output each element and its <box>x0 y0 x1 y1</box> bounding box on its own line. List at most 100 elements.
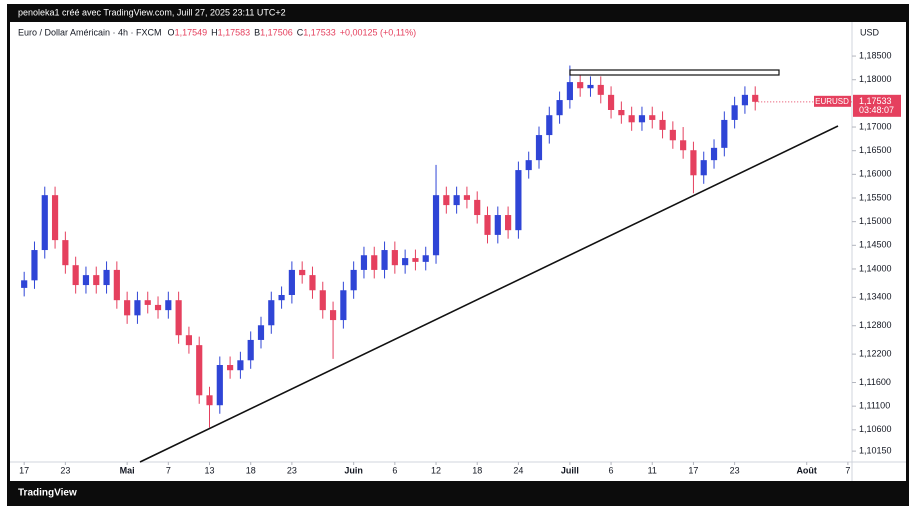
candle-body <box>597 84 604 95</box>
countdown-tag: 03:48:07 <box>859 105 894 115</box>
symbol-tag-box <box>814 95 851 107</box>
legend-value: 1,17533 <box>303 27 336 37</box>
symbol-title: Euro / Dollar Américain · 4h · FXCM <box>18 27 162 37</box>
candle-body <box>710 147 718 161</box>
candle-body <box>587 84 594 89</box>
candle-body <box>371 255 378 270</box>
price-tag: 1,17533 <box>859 96 892 106</box>
legend-change: +0,00125 (+0,11%) <box>340 27 416 37</box>
y-tick-label: 1,14500 <box>859 240 892 250</box>
candle-body <box>51 195 59 241</box>
candle-body <box>402 258 409 266</box>
y-tick-label: 1,16000 <box>859 169 892 179</box>
candle-body <box>463 195 471 200</box>
candle-body <box>577 82 584 89</box>
candle-body <box>278 294 285 301</box>
x-tick-label: 7 <box>845 465 850 475</box>
x-tick-label: 13 <box>205 465 215 475</box>
candle-body <box>227 365 234 371</box>
axis-currency: USD <box>860 27 880 37</box>
candle-body <box>484 215 491 235</box>
candle-body <box>340 290 347 321</box>
candle-body <box>103 269 110 286</box>
candle-body <box>474 199 481 216</box>
candle-body <box>124 300 131 316</box>
y-tick-label: 1,11100 <box>859 401 890 411</box>
candle-body <box>360 255 368 270</box>
brand: TradingView <box>18 488 77 499</box>
candle-body <box>21 280 28 288</box>
x-tick-label: 17 <box>688 465 698 475</box>
x-tick-label: 17 <box>19 465 29 475</box>
y-tick-label: 1,18000 <box>859 74 892 84</box>
candle-body <box>93 275 100 286</box>
candle-body <box>443 195 450 206</box>
candle-body <box>659 119 666 130</box>
candle-body <box>525 160 532 171</box>
legend: Euro / Dollar Américain · 4h · FXCM O 1,1… <box>18 27 416 37</box>
candle-body <box>257 325 265 340</box>
candle-body <box>196 345 203 396</box>
x-tick-label: 11 <box>648 465 657 475</box>
candle-body <box>680 140 687 151</box>
candle-body <box>721 119 728 148</box>
y-tick-label: 1,11600 <box>859 377 891 387</box>
candle-body <box>31 250 38 281</box>
y-tick-label: 1,15500 <box>859 192 892 202</box>
candle-body <box>288 269 295 295</box>
candle-body <box>41 195 48 251</box>
y-tick-label: 1,12200 <box>859 349 892 359</box>
candle-body <box>628 115 635 123</box>
candle-body <box>237 360 244 371</box>
legend-value: 1,17583 <box>218 27 251 37</box>
candle-body <box>432 195 440 256</box>
chart-panel <box>10 22 906 481</box>
candle-body <box>309 275 316 291</box>
candle-body <box>144 300 151 305</box>
candle-body <box>412 258 419 262</box>
candle-body <box>453 195 460 206</box>
candle-body <box>752 94 759 102</box>
candle-body <box>690 150 697 176</box>
candle-body <box>515 170 522 231</box>
x-tick-label: 23 <box>287 465 297 475</box>
plot-area <box>21 65 759 428</box>
legend-key: O <box>168 27 175 37</box>
y-tick-label: 1,15000 <box>859 216 892 226</box>
candle-body <box>185 335 193 346</box>
candle-body <box>350 269 357 291</box>
y-tick-label: 1,10150 <box>859 445 892 455</box>
candle-body <box>731 105 738 120</box>
legend-key: B <box>254 27 260 37</box>
candle-body <box>329 310 337 321</box>
candle-body <box>113 269 120 301</box>
resistance-box <box>569 69 780 76</box>
candle-body <box>268 300 275 326</box>
caption: penoleka1 créé avec TradingView.com, Jui… <box>18 7 286 17</box>
candle-body <box>649 115 656 120</box>
legend-value: 1,17549 <box>175 27 208 37</box>
price-tag-box <box>853 94 901 117</box>
y-tick-label: 1,18500 <box>859 50 892 60</box>
candle-body <box>72 265 79 286</box>
x-tick-label: 23 <box>60 465 70 475</box>
y-tick-label: 1,14000 <box>859 263 892 273</box>
trend-line <box>139 125 839 463</box>
candle-body <box>546 115 553 136</box>
x-tick-label: 6 <box>392 465 397 475</box>
y-tick-label: 1,16500 <box>859 145 892 155</box>
candle-body <box>700 160 707 176</box>
legend-key: H <box>211 27 218 37</box>
candle-body <box>505 215 512 231</box>
x-tick-label: 23 <box>730 465 740 475</box>
x-tick-label: 18 <box>472 465 482 475</box>
candle-body <box>206 395 213 406</box>
x-tick-label: Juin <box>344 465 363 475</box>
candle-body <box>422 255 429 262</box>
candle-body <box>134 300 141 316</box>
candle-body <box>566 82 573 101</box>
candle-body <box>299 269 306 276</box>
candle-body <box>535 135 543 161</box>
candle-body <box>607 94 615 110</box>
